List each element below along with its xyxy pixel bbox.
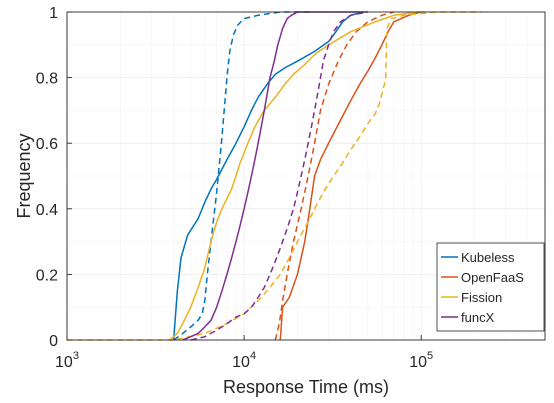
series-kubeless-dashed [173,11,312,341]
x-tick-label: 105 [409,350,433,371]
y-tick-label: 0 [49,333,58,350]
x-tick-label: 103 [55,350,79,371]
series-funcx-solid [182,11,368,341]
legend: Kubeless OpenFaaS Fission funcX [436,242,545,332]
series-openfaas-dashed [274,11,394,341]
legend-label-fission: Fission [461,290,502,305]
series-fission-solid [169,11,425,341]
legend-label-openfaas: OpenFaaS [461,270,524,285]
axes-box [66,11,546,341]
legend-label-kubeless: Kubeless [461,250,515,265]
legend-label-funcx: funcX [461,310,495,325]
series-openfaas-solid [279,11,422,341]
x-axis-label: Response Time (ms) [223,377,389,397]
series-fission-dashed [67,11,482,341]
y-tick-label: 0.8 [36,71,58,88]
y-tick-label: 0.4 [36,202,58,219]
y-tick-label: 0.6 [36,136,58,153]
plot-area [67,11,482,341]
y-tick-label: 0.2 [36,267,58,284]
y-axis-label: Frequency [14,133,34,218]
y-tick-label: 1 [49,5,58,22]
x-tick-label: 104 [232,350,256,371]
series-funcx-dashed [190,11,369,341]
